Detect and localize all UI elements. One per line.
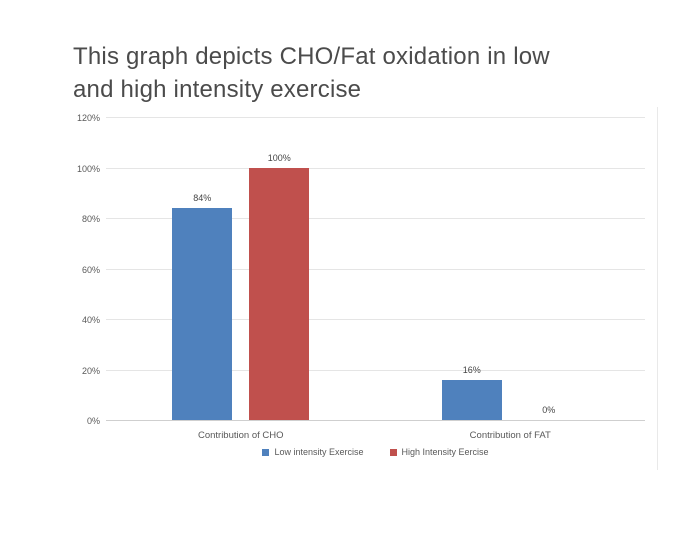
gridline: [106, 268, 645, 270]
page-title-line-1: This graph depicts CHO/Fat oxidation in …: [73, 43, 550, 70]
gridline: [106, 218, 645, 219]
bar-low-intensity-exercise: [441, 379, 502, 420]
y-tick-label: 100%: [76, 163, 100, 174]
legend-item: High Intensity Eercise: [389, 447, 489, 457]
category-label: Contribution of CHO: [197, 430, 284, 441]
legend-item: Low intensity Exercise: [262, 447, 364, 457]
data-label: 0%: [542, 405, 556, 415]
y-tick-label: 20%: [81, 365, 100, 376]
data-label: 84%: [193, 192, 212, 203]
x-axis: Contribution of CHO Contribution of FAT: [106, 428, 645, 444]
gridline: [106, 369, 645, 371]
category-label: Contribution of FAT: [469, 430, 551, 441]
y-tick-label: 60%: [81, 264, 100, 275]
bar-high-intensity-eercise: [249, 167, 310, 420]
bar-chart: 0% 20% 40% 60% 80% 100% 120% 84% 100% 16% 0% Cont…: [0, 107, 658, 470]
data-label: 16%: [462, 364, 481, 375]
y-tick-label: 120%: [76, 113, 100, 123]
page-title: This graph depicts CHO/Fat oxidation in …: [73, 40, 673, 106]
gridline: [106, 117, 645, 118]
legend: Low intensity Exercise High Intensity Eer…: [106, 445, 645, 459]
y-tick-label: 80%: [81, 214, 100, 224]
legend-swatch-icon: [262, 448, 270, 456]
y-tick-label: 40%: [81, 315, 100, 325]
plot-area: 84% 100% 16% 0%: [106, 117, 645, 421]
x-axis-line: [106, 420, 645, 421]
gridline: [106, 319, 645, 320]
gridline: [106, 167, 645, 169]
page-title-line-2: and high intensity exercise: [73, 76, 362, 103]
y-axis: 0% 20% 40% 60% 80% 100% 120%: [0, 113, 100, 426]
y-tick-label: 0%: [86, 416, 100, 426]
legend-label: High Intensity Eercise: [401, 447, 489, 457]
legend-swatch-icon: [389, 448, 397, 456]
bar-low-intensity-exercise: [172, 207, 233, 420]
legend-label: Low intensity Exercise: [274, 447, 364, 457]
data-label: 100%: [267, 152, 291, 163]
